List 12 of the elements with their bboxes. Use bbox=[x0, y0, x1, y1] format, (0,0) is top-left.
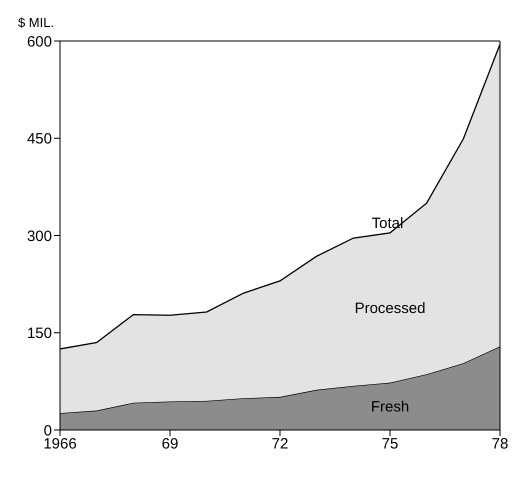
y-axis-title: $ MIL. bbox=[18, 15, 54, 30]
x-tick-label: 69 bbox=[162, 436, 178, 453]
y-tick-label: 300 bbox=[26, 228, 52, 245]
x-tick-label: 78 bbox=[492, 436, 508, 453]
x-tick-label: 72 bbox=[272, 436, 288, 453]
x-tick-label: 75 bbox=[382, 436, 398, 453]
series-label: Fresh bbox=[370, 398, 410, 416]
y-tick-label: 600 bbox=[26, 33, 52, 50]
y-tick-label: 150 bbox=[26, 325, 52, 342]
annotation: Total bbox=[372, 214, 404, 232]
series-label: Processed bbox=[354, 300, 426, 318]
y-tick-label: 450 bbox=[26, 130, 52, 148]
